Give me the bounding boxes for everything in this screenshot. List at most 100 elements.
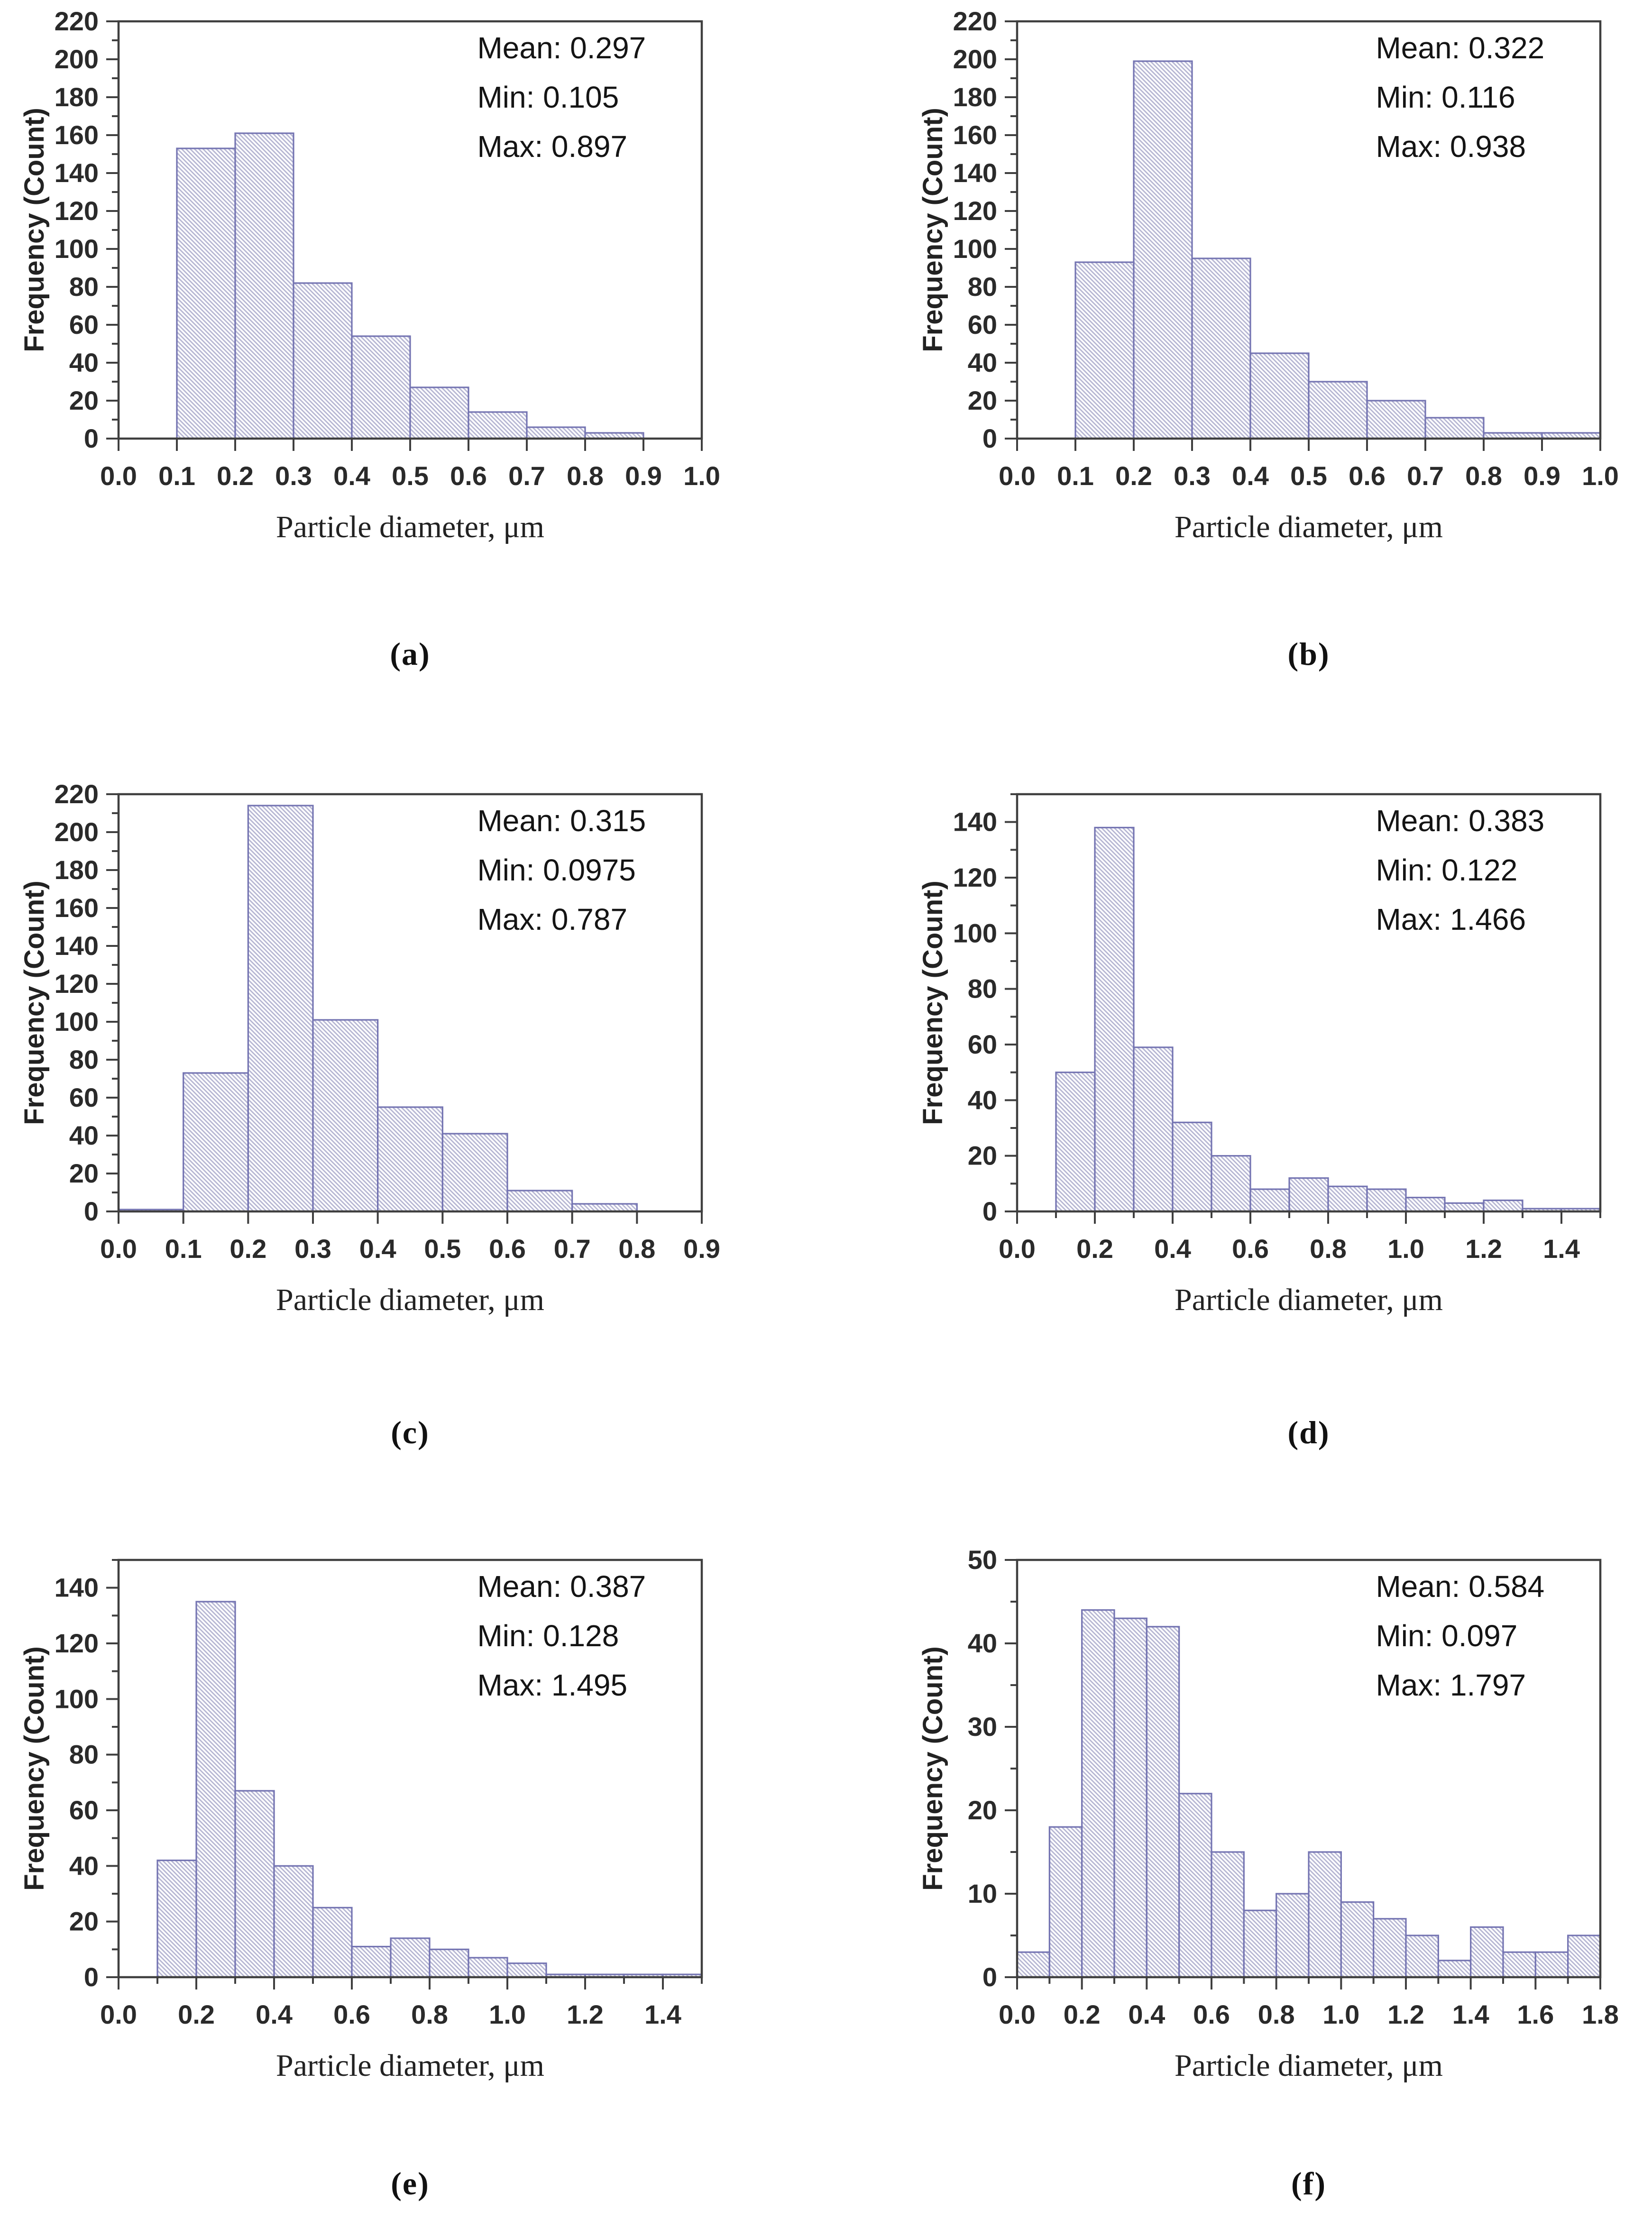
- histogram-chart-f: 0 10 20 30 40 50 0.0 0.2 0.4 0.6 0.8 1.0 1.2 1.4 1.6 1.…: [913, 1546, 1624, 2100]
- y-axis-label: Frequency (Count): [918, 880, 948, 1125]
- axis-tick-labels: 0 20 40 60 80 100 120 140 160 180 200 220 0.0 0.1 0.2 0…: [55, 780, 720, 1264]
- histogram-bar: [1502, 1951, 1536, 1978]
- svg-text:0.6: 0.6: [1193, 1999, 1230, 2029]
- y-axis-label: Frequency (Count): [19, 880, 50, 1125]
- svg-text:0.8: 0.8: [1258, 1999, 1295, 2029]
- histogram-bars: [1016, 1609, 1601, 1978]
- axis-tick-labels: 0 10 20 30 40 50 0.0 0.2 0.4 0.6 0.8 1.0 1.2 1.4 1.6 1.…: [968, 1546, 1619, 2029]
- panel-caption-b: (b): [1287, 636, 1330, 672]
- axis-ticks: [1005, 20, 1601, 451]
- svg-text:0.4: 0.4: [1128, 1999, 1165, 2029]
- svg-text:1.2: 1.2: [1465, 1234, 1502, 1264]
- svg-text:200: 200: [953, 44, 997, 74]
- axis-tick-labels: 0 20 40 60 80 100 120 140 0.0 0.2 0.4 0.6 0.8 1.0 1.2 1…: [55, 1573, 681, 2029]
- panel-caption-a: (a): [390, 636, 431, 672]
- svg-text:20: 20: [69, 1907, 99, 1936]
- svg-text:0.4: 0.4: [1154, 1234, 1191, 1264]
- axis-ticks: [1005, 1559, 1601, 1990]
- histogram-bar: [377, 1106, 443, 1212]
- svg-text:0.2: 0.2: [1115, 461, 1152, 491]
- svg-text:Max: 0.897: Max: 0.897: [477, 129, 627, 164]
- svg-text:1.4: 1.4: [1452, 1999, 1489, 2029]
- histogram-bar: [312, 1019, 379, 1212]
- histogram-bar: [1133, 1046, 1174, 1212]
- svg-text:0.1: 0.1: [158, 461, 195, 491]
- svg-text:80: 80: [968, 272, 997, 302]
- svg-text:0.4: 0.4: [333, 461, 370, 491]
- svg-text:30: 30: [968, 1712, 997, 1742]
- axis-tick-labels: 0 20 40 60 80 100 120 140 0.0 0.2 0.4 0.6 0.8 1.0 1.2 1…: [953, 807, 1580, 1264]
- histogram-bar: [1373, 1918, 1407, 1978]
- histogram-bar: [390, 1937, 431, 1978]
- histogram-bars: [1055, 826, 1601, 1212]
- histogram-bar: [1211, 1851, 1245, 1978]
- histogram-bar: [506, 1962, 547, 1978]
- histogram-bar: [1146, 1626, 1180, 1978]
- svg-text:0.9: 0.9: [1524, 461, 1560, 491]
- svg-text:40: 40: [968, 348, 997, 377]
- histogram-bar: [1191, 257, 1251, 440]
- histogram-bar: [1405, 1197, 1446, 1212]
- svg-text:1.4: 1.4: [644, 1999, 681, 2029]
- svg-text:120: 120: [55, 196, 99, 226]
- svg-text:1.2: 1.2: [567, 1999, 604, 2029]
- svg-text:60: 60: [968, 1029, 997, 1059]
- stats-annotation: Mean: 0.383 Min: 0.122 Max: 1.466: [1376, 804, 1544, 936]
- histogram-bar: [312, 1907, 353, 1978]
- svg-text:1.4: 1.4: [1543, 1234, 1580, 1264]
- svg-text:1.2: 1.2: [1387, 1999, 1424, 2029]
- svg-text:80: 80: [69, 1045, 99, 1074]
- svg-text:80: 80: [69, 272, 99, 302]
- panel-caption-d: (d): [1287, 1414, 1330, 1450]
- axis-ticks: [106, 1559, 703, 1990]
- histogram-chart-c: 0 20 40 60 80 100 120 140 160 180 200 220 0.0 0.1 0.2 0…: [14, 780, 725, 1335]
- svg-text:140: 140: [55, 931, 99, 961]
- svg-text:0: 0: [84, 1962, 99, 1992]
- svg-text:0.8: 0.8: [618, 1234, 655, 1264]
- svg-text:0.6: 0.6: [489, 1234, 526, 1264]
- svg-text:20: 20: [69, 1158, 99, 1188]
- histogram-bar: [526, 426, 586, 440]
- histogram-bar: [293, 282, 353, 440]
- svg-text:0: 0: [84, 1196, 99, 1226]
- panel-caption-f: (f): [1291, 2165, 1326, 2201]
- histogram-bar: [1534, 1951, 1569, 1978]
- histogram-svg: 0 20 40 60 80 100 120 140 0.0 0.2 0.4 0.6 0.8 1.0 1.2 1…: [918, 793, 1602, 1317]
- x-axis-label: Particle diameter, μm: [1175, 1283, 1443, 1317]
- histogram-bar: [1211, 1155, 1251, 1212]
- histogram-bars: [176, 132, 644, 440]
- svg-text:140: 140: [953, 807, 997, 837]
- histogram-bar: [441, 1133, 508, 1212]
- svg-text:40: 40: [968, 1085, 997, 1115]
- stats-annotation: Mean: 0.322 Min: 0.116 Max: 0.938: [1376, 31, 1544, 164]
- svg-text:0.1: 0.1: [1057, 461, 1094, 491]
- svg-text:120: 120: [55, 1628, 99, 1658]
- svg-text:Max: 0.787: Max: 0.787: [477, 902, 627, 936]
- histogram-bar: [1340, 1901, 1375, 1978]
- histogram-bar: [1074, 261, 1135, 440]
- svg-text:40: 40: [69, 1851, 99, 1880]
- stats-annotation: Mean: 0.387 Min: 0.128 Max: 1.495: [477, 1569, 646, 1702]
- svg-text:0.8: 0.8: [1465, 461, 1502, 491]
- histogram-bar: [571, 1203, 638, 1212]
- svg-text:0.0: 0.0: [999, 461, 1036, 491]
- histogram-panel-a: 0 20 40 60 80 100 120 140 160 180 200 220 0.0 0.1 0.2 0…: [14, 7, 725, 562]
- plot-box: [117, 1559, 703, 1979]
- svg-text:0.1: 0.1: [165, 1234, 202, 1264]
- axis-ticks: [1005, 793, 1601, 1224]
- axis-ticks: [106, 793, 703, 1224]
- svg-text:Min: 0.116: Min: 0.116: [1376, 80, 1515, 114]
- svg-text:1.0: 1.0: [1322, 1999, 1359, 2029]
- histogram-svg: 0 20 40 60 80 100 120 140 160 180 200 220 0.0 0.1 0.2 0…: [19, 7, 720, 544]
- svg-text:0.3: 0.3: [294, 1234, 331, 1264]
- histogram-bar: [468, 411, 528, 440]
- axis-tick-labels: 0 20 40 60 80 100 120 140 160 180 200 220 0.0 0.1 0.2 0…: [953, 7, 1619, 491]
- histogram-bar: [1470, 1926, 1504, 1978]
- stats-annotation: Mean: 0.584 Min: 0.097 Max: 1.797: [1376, 1569, 1544, 1702]
- svg-text:0.7: 0.7: [554, 1234, 591, 1264]
- histogram-svg: 0 20 40 60 80 100 120 140 160 180 200 220 0.0 0.1 0.2 0…: [918, 7, 1619, 544]
- panel-caption-e: (e): [391, 2165, 430, 2201]
- svg-text:0.7: 0.7: [508, 461, 545, 491]
- svg-text:100: 100: [953, 234, 997, 264]
- svg-text:Mean: 0.297: Mean: 0.297: [477, 31, 646, 65]
